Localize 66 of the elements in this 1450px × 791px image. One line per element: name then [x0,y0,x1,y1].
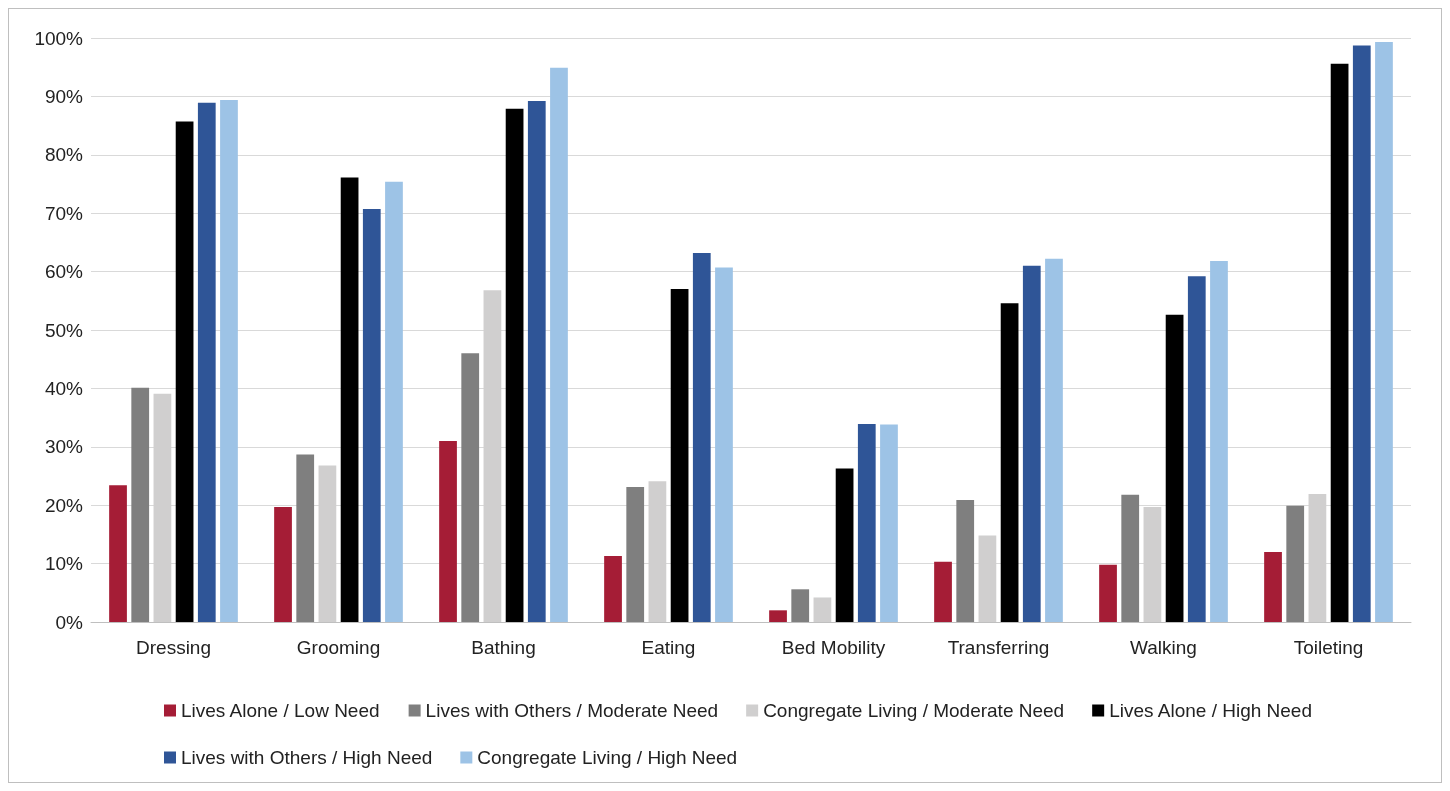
y-tick-label: 90% [44,85,84,107]
bar [296,454,315,622]
x-tick-label: Transferring [947,637,1050,658]
bar [439,440,457,622]
y-tick-label: 30% [44,436,84,458]
bar [1045,258,1063,622]
bar [1375,42,1393,622]
y-tick-label: 80% [44,144,84,166]
legend-label: Lives Alone / Low Need [181,700,380,721]
x-tick-label: Dressing [136,637,211,658]
bar [769,610,787,622]
bar [956,499,975,622]
x-tick-label: Bed Mobility [781,637,886,658]
bar [1330,63,1349,622]
bar [934,561,952,622]
bar [1022,265,1041,622]
bar [197,102,216,622]
bar [1000,303,1019,622]
legend-label: Lives with Others / Moderate Need [425,700,719,721]
bar [626,487,645,622]
y-tick-label: 60% [44,261,84,283]
bar [1210,261,1228,622]
x-tick-label: Eating [641,637,696,658]
bar [505,108,524,622]
bar [1187,276,1206,622]
y-tick-label: 0% [55,611,84,633]
bar [274,506,292,622]
bar [385,181,403,622]
bar [109,485,127,622]
x-tick-label: Bathing [471,637,536,658]
x-tick-label: Toileting [1293,637,1364,658]
y-tick-label: 40% [44,377,84,399]
bar [220,99,238,622]
bar [813,597,832,622]
bar [857,424,876,622]
legend-label: Lives Alone / High Need [1109,700,1312,721]
bar [131,387,150,622]
bar [362,209,381,622]
legend-label: Congregate Living / High Need [477,747,738,768]
bar [1099,564,1117,622]
bar [461,353,480,622]
y-tick-label: 10% [44,553,84,575]
bar [550,67,568,622]
bar [1165,314,1184,622]
bar [880,424,898,622]
bar [1286,505,1305,622]
bar [670,289,689,622]
bar [175,121,194,622]
bar [527,101,546,622]
legend-label: Lives with Others / High Need [181,747,433,768]
x-tick-label: Grooming [296,637,381,658]
bar [1264,551,1282,622]
y-tick-label: 100% [34,27,84,49]
bar [791,589,810,622]
x-tick-label: Walking [1130,637,1197,658]
bar [340,177,359,622]
legend-label: Congregate Living / Moderate Need [763,700,1065,721]
bar [604,556,622,622]
bar [835,468,854,622]
bar [1121,494,1140,622]
y-tick-label: 70% [44,202,84,224]
y-tick-label: 50% [44,319,84,341]
bar [1352,45,1371,622]
y-tick-label: 20% [44,494,84,516]
bar [715,267,733,622]
bar [692,252,711,622]
